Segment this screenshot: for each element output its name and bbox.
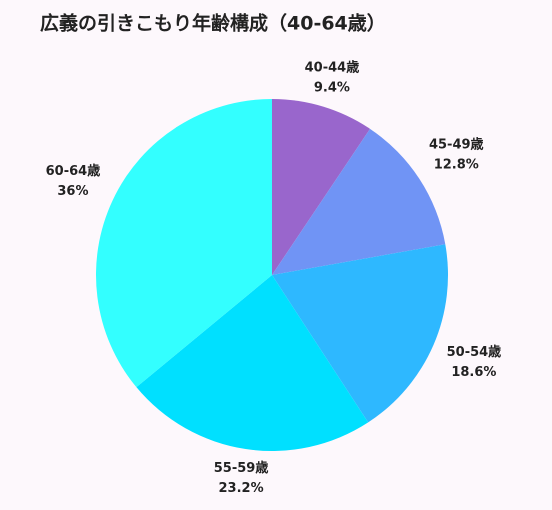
pie-slice	[272, 99, 371, 275]
pie-slice	[272, 244, 449, 423]
slice-value-label: 9.4%	[314, 80, 350, 95]
chart-title: 広義の引きこもり年齢構成（40-64歳）	[40, 12, 386, 35]
slice-label: 45-49歳	[429, 136, 484, 152]
slice-label: 60-64歳	[46, 163, 101, 179]
slice-value-label: 18.6%	[451, 365, 496, 380]
slice-label: 50-54歳	[447, 344, 502, 360]
slice-value-label: 36%	[57, 184, 88, 199]
slice-value-label: 23.2%	[219, 481, 264, 496]
pie-slice	[95, 99, 272, 388]
slice-value-label: 12.8%	[434, 157, 479, 172]
pie-slice	[136, 275, 369, 452]
slice-label: 40-44歳	[305, 59, 360, 75]
slice-label: 55-59歳	[214, 460, 269, 476]
pie-slice	[272, 128, 446, 275]
